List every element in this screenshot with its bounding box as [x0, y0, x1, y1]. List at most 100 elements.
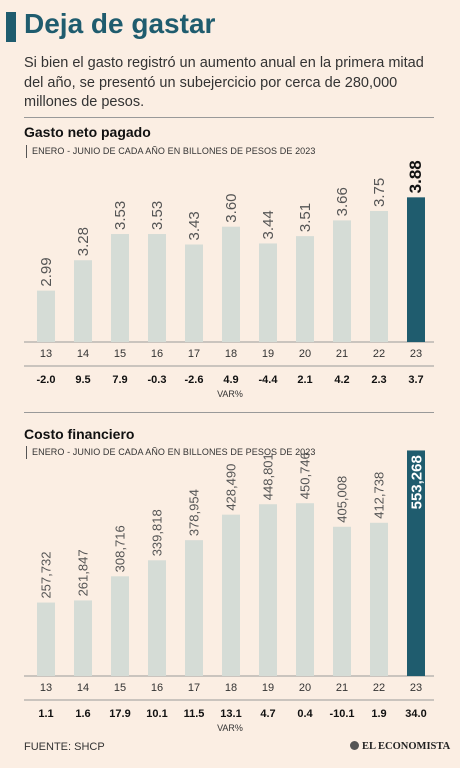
x-tick-label: 20	[299, 682, 311, 694]
bar-value-label: 3.53	[149, 201, 166, 230]
x-tick-label: 22	[373, 348, 385, 360]
var-value: 11.5	[184, 708, 205, 720]
bar	[111, 234, 129, 342]
var-value: 2.1	[297, 374, 312, 386]
bar-highlight	[407, 197, 425, 342]
bar-value-label: 553,268	[408, 455, 425, 509]
bar-value-label: 3.51	[297, 203, 314, 232]
bar-value-label: 339,818	[150, 509, 165, 556]
chart-1-title: Gasto neto pagado	[24, 124, 151, 140]
bar-value-label: 428,490	[224, 464, 239, 511]
intro-text: Si bien el gasto registró un aumento anu…	[24, 55, 424, 110]
x-tick-label: 15	[114, 682, 126, 694]
bar	[296, 236, 314, 342]
bar	[259, 504, 277, 676]
bar	[74, 600, 92, 676]
bar-value-label: 3.28	[75, 227, 92, 256]
x-tick-label: 23	[410, 682, 422, 694]
source-note: FUENTE: SHCP	[24, 741, 105, 753]
bar	[333, 526, 351, 676]
bar	[259, 243, 277, 342]
subtitle-marker	[26, 446, 27, 459]
bar-value-label: 308,716	[113, 525, 128, 572]
bar	[148, 234, 166, 342]
var-value: 4.2	[334, 374, 349, 386]
var-value: 3.7	[408, 374, 423, 386]
chart-2-subtitle: ENERO - JUNIO DE CADA AÑO EN BILLONES DE…	[32, 447, 316, 457]
bar	[370, 210, 388, 342]
var-value: 0.4	[297, 708, 313, 720]
chart-1-subtitle: ENERO - JUNIO DE CADA AÑO EN BILLONES DE…	[32, 146, 316, 156]
x-tick-label: 14	[77, 682, 89, 694]
var-value: 9.5	[75, 374, 90, 386]
var-value: -10.1	[329, 708, 354, 720]
x-tick-label: 17	[188, 682, 200, 694]
subtitle-marker	[26, 145, 27, 158]
var-value: -4.4	[259, 374, 279, 386]
bar-value-label: 3.43	[186, 211, 203, 240]
logo-text: EL ECONOMISTA	[362, 741, 451, 752]
x-tick-label: 16	[151, 682, 163, 694]
bar-value-label: 412,738	[372, 472, 387, 519]
bar	[370, 522, 388, 676]
bar	[148, 560, 166, 676]
var-value: 4.9	[223, 374, 238, 386]
bar	[333, 220, 351, 342]
bar	[296, 503, 314, 676]
bar-value-label: 3.60	[223, 193, 240, 222]
bar-value-label: 450,746	[298, 452, 313, 499]
var-value: -2.6	[185, 374, 204, 386]
bar-value-label: 3.75	[371, 178, 388, 207]
bar	[185, 244, 203, 342]
x-tick-label: 13	[40, 682, 52, 694]
bar	[222, 226, 240, 342]
bar	[222, 514, 240, 676]
var-value: 34.0	[405, 708, 426, 720]
x-tick-label: 23	[410, 348, 422, 360]
divider	[24, 117, 434, 118]
bar-value-label: 261,847	[76, 549, 91, 596]
bar-value-label: 3.53	[112, 201, 129, 230]
var-value: 4.7	[260, 708, 275, 720]
bar-value-label: 405,008	[335, 476, 350, 523]
x-tick-label: 14	[77, 348, 89, 360]
var-value: -0.3	[148, 374, 167, 386]
x-tick-label: 16	[151, 348, 163, 360]
brand-logo: EL ECONOMISTA	[350, 741, 450, 752]
var-value: 17.9	[109, 708, 130, 720]
var-value: 2.3	[371, 374, 386, 386]
var-label: VAR%	[217, 389, 243, 399]
var-value: 10.1	[146, 708, 167, 720]
var-value: 1.9	[371, 708, 386, 720]
x-tick-label: 18	[225, 682, 237, 694]
bar-value-label: 3.44	[260, 210, 277, 239]
divider	[24, 412, 434, 413]
var-value: 1.1	[38, 708, 53, 720]
bar-value-label: 3.66	[334, 187, 351, 216]
bar	[111, 576, 129, 676]
logo-icon	[350, 741, 359, 750]
x-tick-label: 22	[373, 682, 385, 694]
bar-value-label: 257,732	[39, 552, 54, 599]
var-value: 1.6	[75, 708, 90, 720]
x-tick-label: 19	[262, 348, 274, 360]
bar	[37, 602, 55, 676]
page-title: Deja de gastar	[24, 8, 216, 39]
x-tick-label: 13	[40, 348, 52, 360]
x-tick-label: 19	[262, 682, 274, 694]
x-tick-label: 17	[188, 348, 200, 360]
bar-value-label: 448,801	[261, 453, 276, 500]
bar	[74, 260, 92, 342]
bar-value-label: 2.99	[38, 257, 55, 286]
chart-2-title: Costo financiero	[24, 426, 135, 442]
title-accent-bar	[6, 12, 16, 42]
var-label: VAR%	[217, 723, 243, 733]
bar-value-label: 3.88	[406, 160, 425, 193]
bar	[37, 290, 55, 342]
var-value: -2.0	[37, 374, 56, 386]
x-tick-label: 20	[299, 348, 311, 360]
chart-2: 257,732 13 1.1 261,847 14 1.6 308,716 15 17.9 339…	[24, 450, 434, 733]
var-value: 7.9	[112, 374, 127, 386]
x-tick-label: 15	[114, 348, 126, 360]
